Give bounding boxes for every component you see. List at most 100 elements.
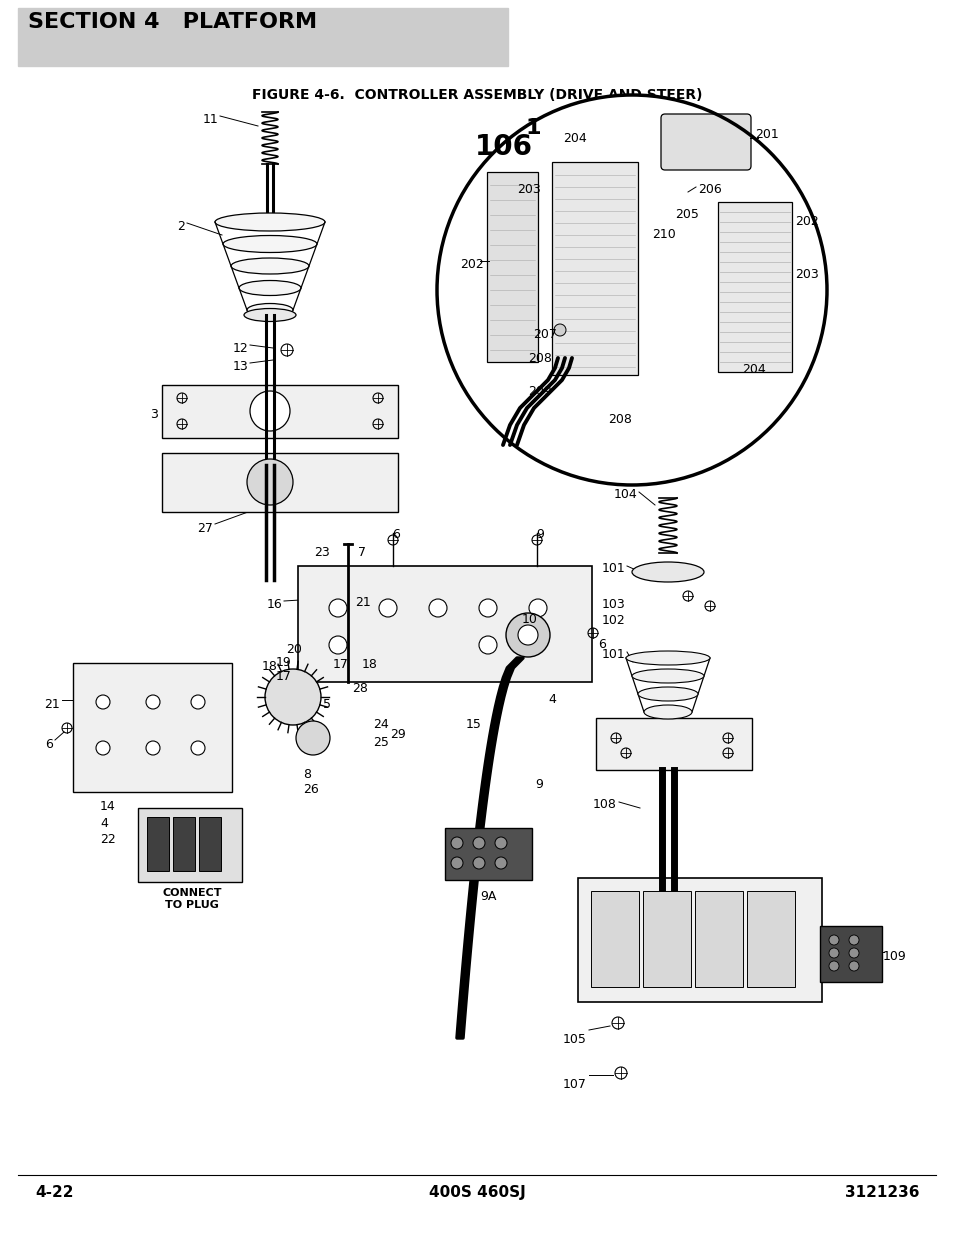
Text: 13: 13 (232, 359, 248, 373)
Text: 25: 25 (373, 736, 389, 748)
Text: 10: 10 (521, 613, 537, 626)
Text: 15: 15 (465, 718, 481, 731)
Polygon shape (162, 385, 397, 438)
Polygon shape (138, 808, 242, 882)
Ellipse shape (631, 562, 703, 582)
Polygon shape (73, 663, 232, 792)
Text: 21: 21 (44, 698, 60, 711)
Circle shape (828, 961, 838, 971)
Polygon shape (552, 162, 638, 375)
Ellipse shape (643, 705, 691, 719)
Text: 24: 24 (373, 718, 388, 731)
Circle shape (473, 837, 484, 848)
Circle shape (505, 613, 550, 657)
Circle shape (848, 948, 858, 958)
Polygon shape (444, 827, 532, 881)
Text: 9A: 9A (479, 890, 496, 903)
Text: 108: 108 (593, 798, 617, 811)
Circle shape (451, 857, 462, 869)
Text: 17: 17 (275, 671, 292, 683)
Text: 103: 103 (600, 598, 624, 611)
Ellipse shape (625, 651, 709, 664)
Ellipse shape (214, 212, 325, 231)
Circle shape (250, 391, 290, 431)
Text: 104: 104 (613, 488, 637, 501)
FancyBboxPatch shape (660, 114, 750, 170)
FancyBboxPatch shape (642, 890, 690, 987)
Circle shape (436, 95, 826, 485)
Text: 208: 208 (527, 352, 551, 366)
Text: 6: 6 (392, 529, 399, 541)
Text: 18: 18 (262, 659, 277, 673)
Text: 14: 14 (100, 800, 115, 813)
Circle shape (473, 857, 484, 869)
Circle shape (429, 599, 447, 618)
Text: 201: 201 (754, 128, 778, 141)
Text: 6: 6 (45, 739, 53, 751)
Text: 4-22: 4-22 (35, 1186, 73, 1200)
Text: 105: 105 (562, 1032, 586, 1046)
Text: 16: 16 (266, 598, 282, 611)
FancyBboxPatch shape (18, 7, 507, 65)
Text: 204: 204 (741, 363, 765, 375)
Text: 207: 207 (533, 329, 557, 341)
Ellipse shape (223, 236, 316, 252)
Text: 107: 107 (562, 1078, 586, 1091)
Text: 29: 29 (390, 727, 405, 741)
Text: 209: 209 (527, 385, 551, 398)
Circle shape (495, 837, 506, 848)
Text: CONNECT
TO PLUG: CONNECT TO PLUG (162, 888, 221, 910)
Text: 4: 4 (547, 693, 556, 706)
Circle shape (146, 741, 160, 755)
Circle shape (191, 695, 205, 709)
Text: 106: 106 (475, 133, 533, 161)
Circle shape (96, 695, 110, 709)
Text: 18: 18 (361, 658, 377, 671)
Circle shape (191, 741, 205, 755)
Text: 210: 210 (651, 228, 675, 241)
Text: 1: 1 (525, 119, 540, 138)
Polygon shape (578, 878, 821, 1002)
Circle shape (848, 935, 858, 945)
Circle shape (517, 625, 537, 645)
Text: 5: 5 (323, 698, 331, 711)
FancyBboxPatch shape (199, 818, 221, 871)
Ellipse shape (638, 687, 698, 701)
Circle shape (451, 837, 462, 848)
Circle shape (329, 599, 347, 618)
Text: 6: 6 (598, 638, 605, 651)
Ellipse shape (231, 258, 309, 274)
Text: 23: 23 (314, 546, 330, 559)
Circle shape (329, 636, 347, 655)
Text: 205: 205 (675, 207, 699, 221)
Text: 22: 22 (100, 832, 115, 846)
Text: 109: 109 (882, 950, 905, 963)
Circle shape (96, 741, 110, 755)
Circle shape (247, 459, 293, 505)
Text: 101: 101 (600, 648, 624, 661)
Text: 2: 2 (177, 220, 185, 233)
FancyBboxPatch shape (172, 818, 194, 871)
Text: 8: 8 (303, 768, 311, 781)
Text: 7: 7 (357, 546, 366, 559)
Ellipse shape (244, 309, 295, 321)
Text: 20: 20 (286, 643, 301, 656)
Text: 9: 9 (535, 778, 542, 790)
Text: 19: 19 (275, 656, 292, 669)
Circle shape (146, 695, 160, 709)
Circle shape (378, 599, 396, 618)
Polygon shape (297, 566, 592, 682)
Ellipse shape (247, 304, 293, 316)
Circle shape (828, 948, 838, 958)
Text: 17: 17 (333, 658, 349, 671)
Text: 101: 101 (600, 562, 624, 576)
Text: 12: 12 (232, 342, 248, 354)
Text: 4: 4 (100, 818, 108, 830)
Polygon shape (486, 172, 537, 362)
Text: 28: 28 (352, 682, 368, 695)
FancyBboxPatch shape (590, 890, 639, 987)
Text: 26: 26 (303, 783, 318, 797)
Circle shape (828, 935, 838, 945)
Circle shape (554, 324, 565, 336)
Text: 204: 204 (562, 132, 586, 144)
